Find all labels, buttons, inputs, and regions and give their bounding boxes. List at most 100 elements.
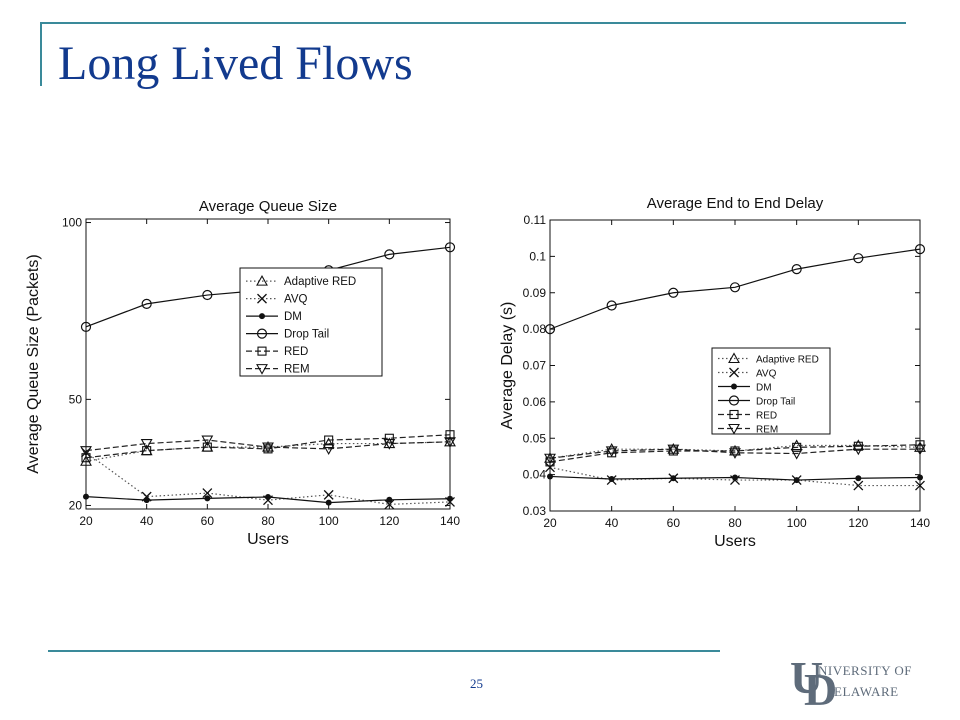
legend-marker [259, 313, 265, 320]
x-tick-label: 80 [261, 514, 275, 528]
y-tick-label: 0.04 [523, 468, 547, 482]
series-line [85, 441, 451, 462]
left-rule [40, 22, 42, 86]
legend-label: AVQ [756, 369, 777, 380]
data-point [792, 442, 802, 452]
legend-marker [731, 383, 737, 390]
x-tick-label: 40 [605, 516, 619, 530]
data-point [545, 462, 555, 473]
series-line [549, 248, 921, 330]
y-tick-label: 0.03 [523, 504, 547, 518]
data-point [384, 249, 395, 260]
data-point [605, 446, 618, 458]
y-tick-label: 50 [69, 392, 83, 406]
data-point [729, 448, 741, 459]
series-drop-tail [544, 243, 926, 335]
data-point [444, 242, 456, 253]
data-point [384, 433, 394, 443]
x-tick-label: 140 [440, 514, 460, 528]
data-point [729, 282, 741, 293]
legend-marker [729, 367, 739, 378]
legend-box [239, 267, 383, 377]
series-line [85, 439, 451, 452]
y-tick-label: 20 [69, 498, 83, 512]
legend-label: Drop Tail [284, 329, 329, 341]
data-point [667, 444, 680, 456]
data-point [791, 264, 802, 275]
y-tick-label: 0.05 [523, 431, 547, 445]
data-point [732, 474, 738, 481]
legend-marker [257, 293, 267, 304]
chart-title: Average Queue Size [199, 198, 337, 215]
legend-label: AVQ [284, 294, 307, 306]
data-point [202, 289, 213, 301]
data-point [262, 442, 274, 454]
data-point [544, 324, 556, 335]
x-axis-label: Users [247, 531, 289, 548]
legend: Adaptive RED AVQ DM Drop Tail RED REM [711, 347, 831, 436]
x-tick-label: 140 [910, 516, 930, 530]
legend-marker [256, 274, 268, 286]
data-point [790, 448, 803, 460]
top-rule [40, 22, 906, 24]
data-point [140, 439, 153, 450]
series-rem [80, 435, 456, 457]
y-axis-label: Average Delay (s) [499, 302, 516, 430]
data-point [447, 495, 453, 502]
y-tick-label: 0.08 [523, 322, 547, 336]
series-dm [83, 493, 453, 506]
data-point [325, 499, 332, 506]
data-point [324, 435, 334, 445]
data-point [81, 453, 91, 463]
data-point [608, 475, 615, 482]
data-point [544, 453, 556, 465]
logo-letter-u: U [790, 652, 823, 703]
data-point [914, 243, 926, 255]
data-point [855, 475, 862, 482]
data-point [265, 493, 271, 500]
delay-chart: Average End to End Delay 20 40 60 80 100 120 14… [499, 195, 930, 550]
page-number: 25 [470, 676, 483, 691]
data-point [547, 473, 553, 480]
bottom-rule [48, 650, 720, 652]
legend-marker [257, 346, 267, 356]
x-tick-label: 120 [379, 514, 399, 528]
y-tick-label: 0.06 [523, 395, 547, 409]
legend-label: Adaptive RED [284, 276, 356, 288]
data-point [444, 437, 456, 448]
data-point [80, 446, 92, 457]
data-point [668, 287, 679, 298]
data-point [914, 444, 926, 456]
legend-label: RED [756, 411, 777, 422]
series-red [81, 430, 455, 463]
data-point [141, 298, 152, 309]
data-point [852, 444, 865, 456]
data-point [445, 430, 455, 440]
legend-label: REM [284, 364, 310, 376]
x-tick-label: 20 [543, 516, 557, 530]
legend-marker [256, 328, 268, 339]
y-tick-label: 100 [62, 216, 82, 230]
legend: Adaptive RED AVQ DM Drop Tail RED REM [239, 267, 383, 377]
chart-title: Average End to End Delay [647, 195, 824, 212]
legend-label: RED [284, 346, 308, 358]
y-axis-label: Average Queue Size (Packets) [25, 254, 42, 473]
y-tick-label: 0.07 [523, 359, 547, 373]
x-tick-label: 60 [201, 514, 215, 528]
series-line [549, 444, 921, 463]
logo-line-2: ELAWARE [834, 684, 899, 699]
data-point [80, 455, 92, 466]
legend-label: Adaptive RED [756, 355, 819, 366]
university-logo: U D NIVERSITY OF ELAWARE [790, 652, 915, 715]
legend-marker [728, 352, 740, 364]
data-point [202, 488, 213, 499]
data-point [384, 499, 395, 510]
data-point [793, 477, 800, 484]
logo-line-1: NIVERSITY OF [818, 663, 912, 678]
y-tick-label: 0.09 [523, 286, 547, 300]
series-dm [547, 473, 923, 484]
y-tick-label: 0.1 [529, 249, 546, 263]
legend-label: REM [756, 425, 778, 436]
data-point [915, 480, 925, 491]
data-point [202, 442, 212, 452]
